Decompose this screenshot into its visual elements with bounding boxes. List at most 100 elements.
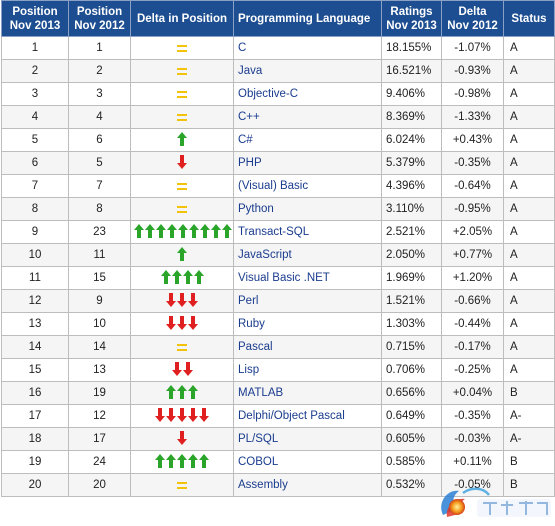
header-delta-position: Delta in Position — [130, 0, 234, 37]
position-2012-cell: 5 — [68, 151, 131, 175]
rating-cell: 1.969% — [381, 266, 442, 290]
position-2012-cell: 2 — [68, 59, 131, 83]
delta-position-cell — [130, 105, 234, 129]
down-arrow-icon — [188, 408, 198, 422]
unchanged-icon — [177, 90, 187, 98]
delta-position-cell — [130, 243, 234, 267]
status-cell: A — [503, 197, 555, 221]
position-2013-cell: 16 — [1, 381, 69, 405]
table-row: 19 24 COBOL 0.585% +0.11% B — [1, 450, 555, 474]
ranking-table: Position Nov 2013 Position Nov 2012 Delta … — [1, 0, 555, 497]
unchanged-icon — [177, 44, 187, 52]
language-link[interactable]: PHP — [233, 151, 382, 175]
language-link[interactable]: MATLAB — [233, 381, 382, 405]
position-2013-cell: 8 — [1, 197, 69, 221]
delta-position-cell — [130, 59, 234, 83]
language-link[interactable]: PL/SQL — [233, 427, 382, 451]
position-2013-cell: 5 — [1, 128, 69, 152]
language-link[interactable]: Python — [233, 197, 382, 221]
language-link[interactable]: Visual Basic .NET — [233, 266, 382, 290]
down-arrow-icon — [199, 408, 209, 422]
down-arrow-icon — [171, 362, 182, 376]
delta-rating-cell: +0.04% — [441, 381, 504, 405]
table-row: 9 23 Transact-SQL 2.521% +2.05% A — [1, 220, 555, 244]
rating-cell: 1.521% — [381, 289, 442, 313]
delta-position-cell — [130, 128, 234, 152]
language-link[interactable]: Objective-C — [233, 82, 382, 106]
status-cell: A — [503, 105, 555, 129]
language-link[interactable]: C++ — [233, 105, 382, 129]
rating-cell: 2.521% — [381, 220, 442, 244]
status-cell: A — [503, 128, 555, 152]
rating-cell: 0.715% — [381, 335, 442, 359]
language-link[interactable]: Delphi/Object Pascal — [233, 404, 382, 428]
language-link[interactable]: Transact-SQL — [233, 220, 382, 244]
delta-rating-cell: -0.93% — [441, 59, 504, 83]
position-2012-cell: 14 — [68, 335, 131, 359]
position-2012-cell: 19 — [68, 381, 131, 405]
status-cell: A — [503, 243, 555, 267]
header-status: Status — [503, 0, 555, 37]
delta-rating-cell: -0.17% — [441, 335, 504, 359]
status-cell: A- — [503, 404, 555, 428]
position-2013-cell: 20 — [1, 473, 69, 497]
delta-rating-cell: +0.43% — [441, 128, 504, 152]
delta-position-cell — [130, 404, 234, 428]
down-arrow-icon — [177, 408, 187, 422]
up-arrow-icon — [182, 270, 193, 284]
up-arrow-icon — [200, 224, 210, 238]
language-link[interactable]: C — [233, 36, 382, 60]
language-link[interactable]: Java — [233, 59, 382, 83]
table-row: 11 15 Visual Basic .NET 1.969% +1.20% A — [1, 266, 555, 290]
language-link[interactable]: C# — [233, 128, 382, 152]
delta-position-cell — [130, 174, 234, 198]
language-link[interactable]: Lisp — [233, 358, 382, 382]
down-arrow-icon — [166, 293, 176, 307]
header-language: Programming Language — [233, 0, 382, 37]
up-arrow-icon — [177, 454, 187, 468]
rating-cell: 2.050% — [381, 243, 442, 267]
status-cell: A- — [503, 427, 555, 451]
delta-rating-cell: -1.07% — [441, 36, 504, 60]
language-link[interactable]: Ruby — [233, 312, 382, 336]
language-link[interactable]: COBOL — [233, 450, 382, 474]
language-link[interactable]: Assembly — [233, 473, 382, 497]
position-2012-cell: 7 — [68, 174, 131, 198]
delta-rating-cell: -0.64% — [441, 174, 504, 198]
delta-position-cell — [130, 266, 234, 290]
table-row: 18 17 PL/SQL 0.605% -0.03% A- — [1, 427, 555, 451]
rating-cell: 0.605% — [381, 427, 442, 451]
status-cell: A — [503, 220, 555, 244]
down-arrow-icon — [166, 316, 176, 330]
unchanged-icon — [177, 481, 187, 489]
table-row: 14 14 Pascal 0.715% -0.17% A — [1, 335, 555, 359]
rating-cell: 1.303% — [381, 312, 442, 336]
table-row: 17 12 Delphi/Object Pascal 0.649% -0.35% A- — [1, 404, 555, 428]
position-2013-cell: 19 — [1, 450, 69, 474]
status-cell: A — [503, 151, 555, 175]
position-2012-cell: 12 — [68, 404, 131, 428]
language-link[interactable]: JavaScript — [233, 243, 382, 267]
language-link[interactable]: Perl — [233, 289, 382, 313]
delta-rating-cell: -1.33% — [441, 105, 504, 129]
position-2013-cell: 3 — [1, 82, 69, 106]
down-arrow-icon — [177, 431, 187, 445]
status-cell: A — [503, 312, 555, 336]
delta-position-cell — [130, 381, 234, 405]
language-link[interactable]: (Visual) Basic — [233, 174, 382, 198]
status-cell: B — [503, 473, 555, 497]
table-row: 3 3 Objective-C 9.406% -0.98% A — [1, 82, 555, 106]
rating-cell: 0.532% — [381, 473, 442, 497]
delta-rating-cell: -0.66% — [441, 289, 504, 313]
position-2013-cell: 2 — [1, 59, 69, 83]
table-row: 13 10 Ruby 1.303% -0.44% A — [1, 312, 555, 336]
delta-rating-cell: +0.11% — [441, 450, 504, 474]
down-arrow-icon — [155, 408, 165, 422]
position-2013-cell: 14 — [1, 335, 69, 359]
language-link[interactable]: Pascal — [233, 335, 382, 359]
down-arrow-icon — [177, 293, 187, 307]
table-row: 15 13 Lisp 0.706% -0.25% A — [1, 358, 555, 382]
rating-cell: 4.396% — [381, 174, 442, 198]
position-2013-cell: 4 — [1, 105, 69, 129]
table-row: 4 4 C++ 8.369% -1.33% A — [1, 105, 555, 129]
